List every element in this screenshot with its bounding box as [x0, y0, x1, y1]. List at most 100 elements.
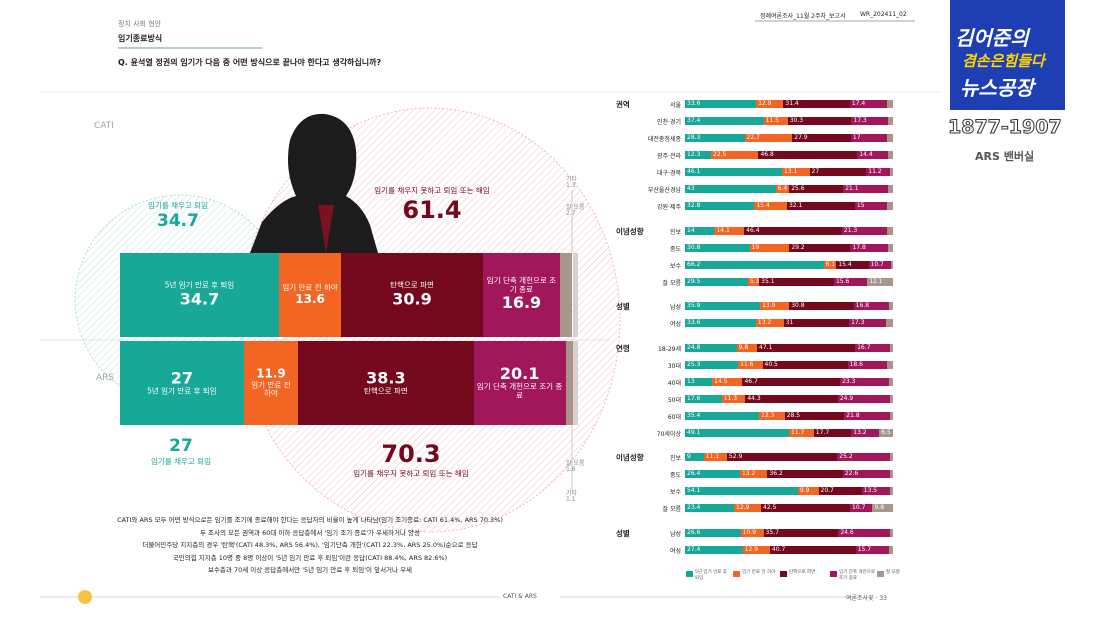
- bar-segment: 9.8: [736, 343, 758, 352]
- total-name: 임기를 채우지 못하고 퇴임 또는 해임: [353, 469, 469, 478]
- bar-segment: 10.9: [740, 528, 764, 537]
- logo-line: 뉴스공장: [960, 76, 1034, 100]
- bar-segment: 32.1: [786, 202, 855, 210]
- segment-label: 11.9 임기 만료 전 하야: [244, 367, 299, 398]
- segment-value: 11.6: [740, 360, 754, 368]
- segment-value: 17.6: [687, 394, 701, 402]
- segment-name: 임기 단축 개헌으로 조기 종료: [486, 276, 557, 294]
- segment-value: 46.8: [760, 151, 774, 158]
- row-label: 여성: [669, 547, 681, 555]
- bar-segment: 30.8: [789, 302, 854, 310]
- segment-label: 임기 단축 개헌으로 조기 종료 16.9: [483, 276, 560, 313]
- total: 70.3 임기를 채우지 못하고 퇴임 또는 해임: [291, 440, 531, 479]
- bar-segment: [885, 319, 893, 327]
- segment-name: 임기 만료 전 하야: [282, 282, 338, 292]
- segment-value: 46.4: [746, 226, 760, 234]
- bar-segment: 22.6: [842, 470, 890, 478]
- segment-value: 14.4: [859, 151, 873, 158]
- bar-segment: 15.4: [836, 260, 869, 269]
- segment-value: 35.7: [765, 528, 779, 536]
- bar-segment: 26.6: [685, 528, 741, 537]
- segment-value: 19: [751, 243, 760, 251]
- bar-segment: 11.1: [703, 453, 727, 461]
- bar-segment: 12.1: [867, 277, 893, 286]
- note: 보수층과 70세 이상 응답층에서만 '5년 임기 만료 후 퇴임'이 앞서거나…: [207, 566, 413, 574]
- segment-value: 26.6: [687, 528, 701, 536]
- bar-segment: 13: [685, 377, 713, 386]
- bar-segment: 21.8: [844, 411, 890, 420]
- bar-segment: 40.7: [769, 545, 856, 554]
- group-label: 성별: [616, 302, 630, 311]
- segment-value: 11.9: [256, 366, 286, 381]
- bar-segment: 임기 단축 개헌으로 조기 종료 16.9: [482, 253, 561, 337]
- segment-value: 22.7: [746, 134, 760, 141]
- legend-label: 임기 단축 개헌으로 조기 종료: [839, 570, 875, 581]
- bar-segment: [889, 394, 893, 403]
- segment-value: 14: [687, 226, 695, 234]
- total-name: 임기를 채우고 퇴임: [151, 457, 211, 466]
- segment-value: 15.4: [756, 202, 770, 209]
- segment-value: 31: [785, 319, 794, 326]
- segment-value: 16.8: [855, 302, 870, 309]
- logo-caption: ARS 밴버실: [975, 150, 1035, 163]
- portrait: [250, 113, 378, 253]
- bar-segment: 11.7: [789, 428, 814, 437]
- group-label: 이념성향: [616, 226, 644, 236]
- segment-name: 5년 임기 만료 후 퇴임: [164, 280, 235, 290]
- bar-segment: [886, 100, 893, 108]
- bar-segment: 13.2: [851, 428, 880, 437]
- bar-segment: 16.7: [855, 343, 890, 352]
- bar-segment: 13.2: [755, 319, 784, 327]
- bar-segment: [886, 134, 893, 142]
- total-name: 임기를 채우고 퇴임: [148, 201, 208, 210]
- segment-value: 10.7: [852, 504, 866, 511]
- segment-value: 27: [170, 368, 193, 388]
- segment-value: 12.9: [736, 504, 750, 511]
- bar-segment: 17.4: [849, 100, 887, 108]
- segment-label: 임기 만료 전 하야 13.6: [279, 282, 341, 306]
- bar-segment: [887, 117, 893, 125]
- segment-value: 9.9: [799, 487, 810, 494]
- bar-segment: 27.4: [685, 545, 743, 554]
- bar-segment: [886, 202, 893, 210]
- bar-segment: [889, 528, 893, 537]
- bar-segment: [560, 253, 573, 337]
- row-label: 18-29세: [658, 345, 681, 353]
- segment-value: 6.1: [825, 260, 836, 268]
- bar-segment: 18.6: [847, 360, 887, 369]
- note: 두 조사의 모든 권역과 60대 이하 응답층에서 '임기 조기 종료'가 우세…: [200, 528, 420, 537]
- segment-value: 13.6: [295, 291, 325, 306]
- segment-value: 15.7: [857, 545, 872, 553]
- bar-segment: 6.1: [823, 260, 837, 269]
- bar-segment: 11.9 임기 만료 전 하야: [243, 341, 299, 425]
- bar-segment: 21.1: [843, 185, 888, 193]
- row-label: 잘 모름: [662, 279, 681, 287]
- row-label: 50대: [667, 396, 681, 404]
- segment-label: 27 5년 임기 만료 후 퇴임: [120, 369, 244, 396]
- bar-segment: 12.9: [756, 100, 784, 108]
- bar-segment: 12.9: [734, 504, 762, 512]
- bar-segment: 탄핵으로 파면 30.9: [341, 253, 483, 337]
- portrait-tie: [318, 205, 334, 253]
- bar-segment: 46.1: [685, 168, 782, 176]
- bar-segment: 22.7: [744, 134, 793, 142]
- segment-value: 27.9: [794, 134, 808, 141]
- bar-segment: 42.5: [761, 504, 851, 512]
- segment-value: 21.1: [845, 185, 859, 192]
- bar-segment: 31.4: [783, 100, 850, 108]
- bar-segment: 40.5: [762, 360, 848, 369]
- notes: CATI와 ARS 모두 어떤 방식으로든 임기를 조기에 종료해야 한다는 응…: [110, 514, 510, 577]
- segment-value: 9.8: [874, 504, 885, 511]
- total: 임기를 채우고 퇴임 34.7: [58, 200, 298, 231]
- row-label: 60대: [667, 413, 681, 421]
- segment-value: 25.3: [687, 360, 701, 368]
- bar-segment: 14.4: [857, 151, 888, 159]
- bar-segment: 15.7: [855, 545, 889, 554]
- report: 정례여론조사_11월 2주차_보고서: [760, 13, 846, 20]
- row-label: 강원·제주: [657, 204, 681, 211]
- logo-line: 겸손은힘들다: [962, 52, 1045, 70]
- side-name: 기타: [566, 490, 578, 497]
- bar-segment: [889, 487, 893, 495]
- segment-value: 47.1: [759, 343, 773, 351]
- bar-segment: 5.3: [747, 277, 759, 286]
